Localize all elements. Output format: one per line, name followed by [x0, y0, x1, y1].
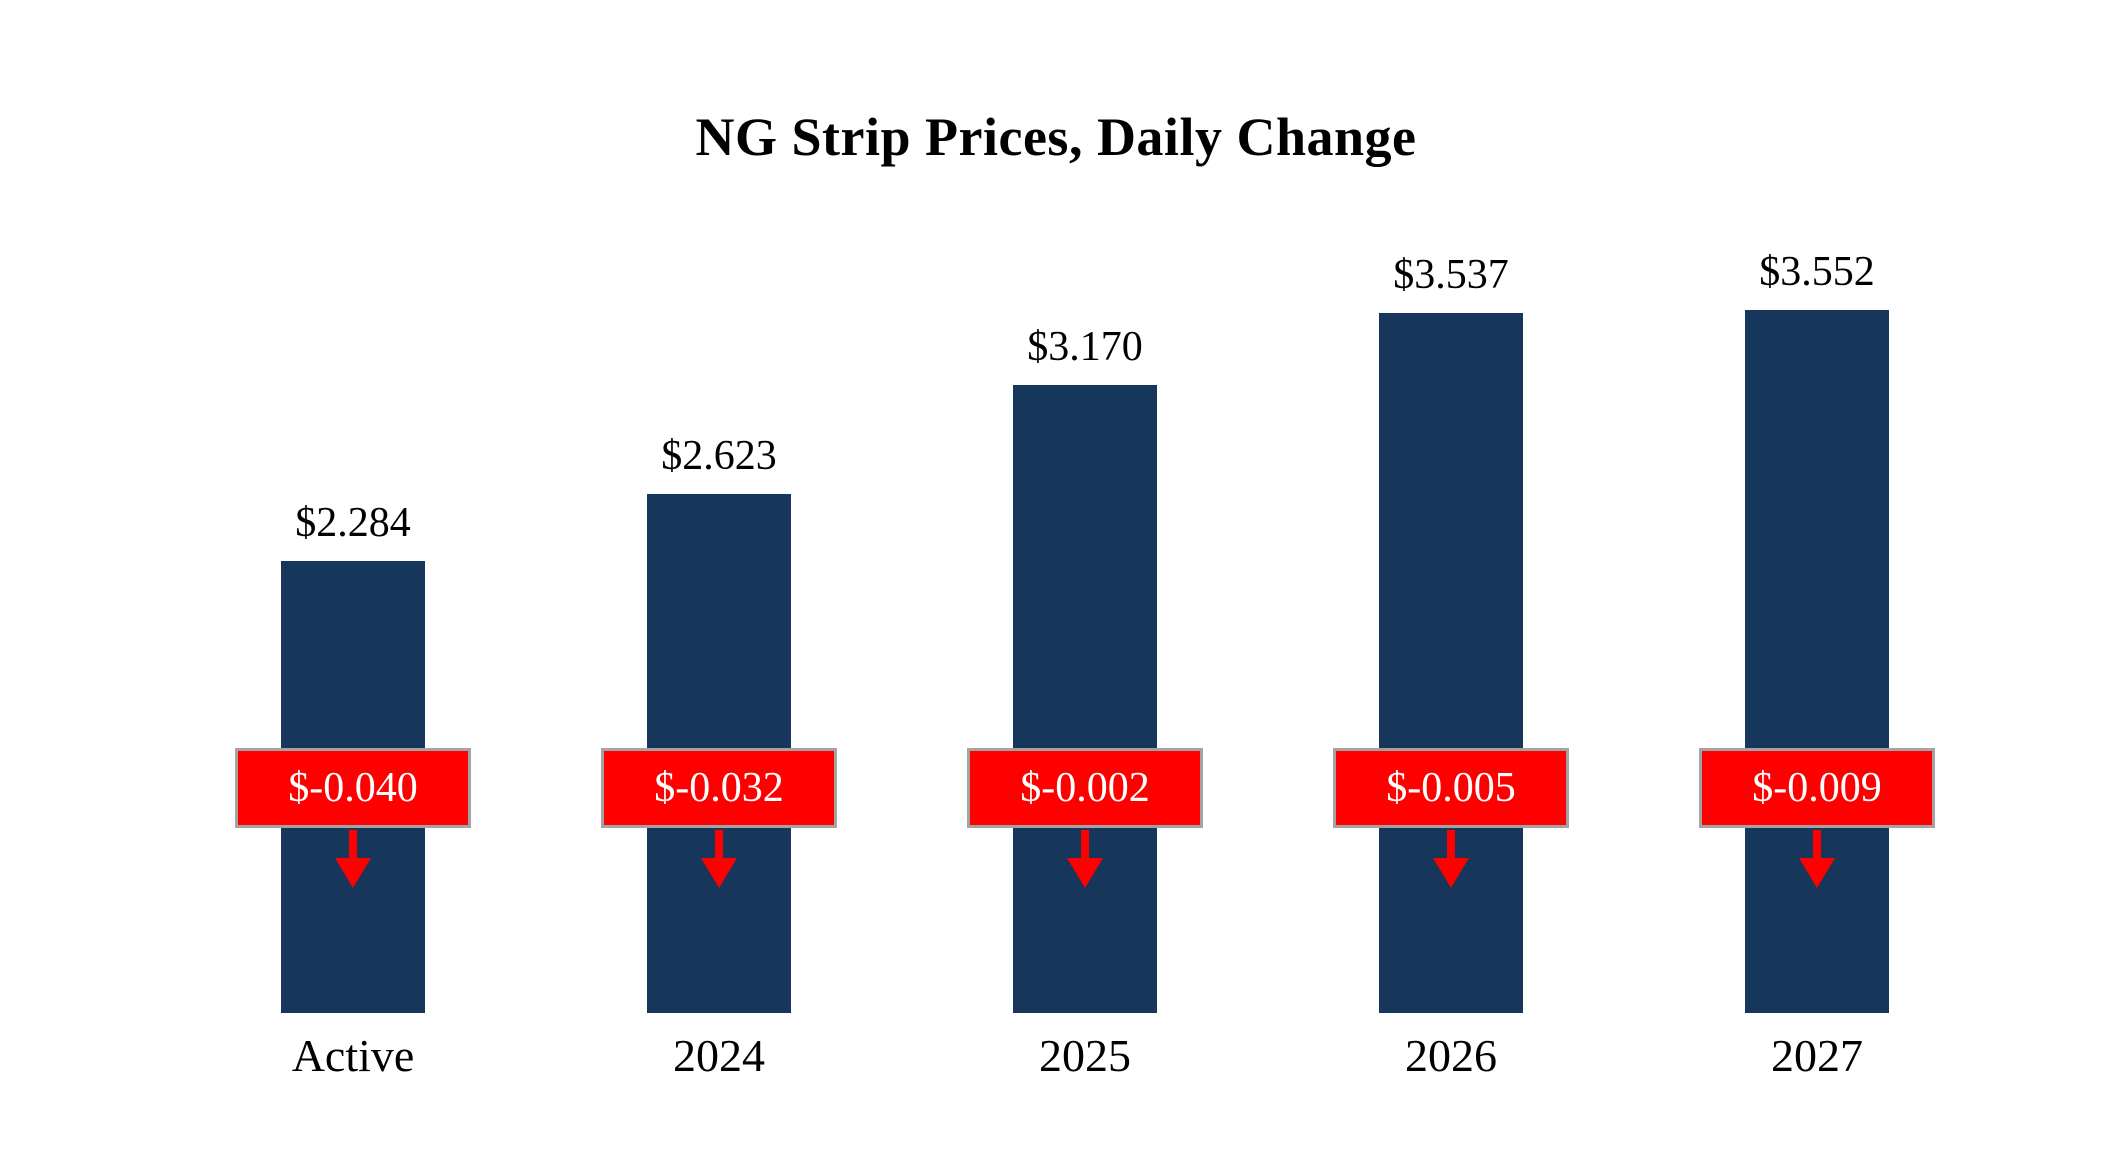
down-arrow-icon — [1063, 830, 1107, 888]
down-arrow-icon — [1795, 830, 1839, 888]
bar — [1379, 313, 1523, 1013]
category-label: Active — [291, 1030, 415, 1081]
bar-value-label: $3.170 — [1027, 324, 1143, 370]
change-annotation: $-0.005 — [1333, 748, 1569, 888]
down-arrow-icon — [1429, 830, 1473, 888]
change-badge: $-0.002 — [967, 748, 1203, 828]
change-badge: $-0.040 — [235, 748, 471, 828]
bar-value-label: $3.537 — [1393, 252, 1509, 298]
plot-area: $2.284 Active $-0.040 $2.623 2024 $-0.032 $3.1… — [170, 240, 2000, 1081]
down-arrow-icon — [697, 830, 741, 888]
bar-column: $2.623 2024 $-0.032 — [536, 240, 902, 1081]
change-annotation: $-0.002 — [967, 748, 1203, 888]
category-label: 2024 — [673, 1030, 765, 1081]
bar-column: $3.170 2025 $-0.002 — [902, 240, 1268, 1081]
category-label: 2025 — [1039, 1030, 1131, 1081]
bar — [1013, 385, 1157, 1013]
bar-value-label: $2.623 — [661, 433, 777, 479]
change-annotation: $-0.032 — [601, 748, 837, 888]
change-annotation: $-0.009 — [1699, 748, 1935, 888]
change-badge: $-0.005 — [1333, 748, 1569, 828]
bar-column: $3.537 2026 $-0.005 — [1268, 240, 1634, 1081]
category-label: 2026 — [1405, 1030, 1497, 1081]
bar-column: $3.552 2027 $-0.009 — [1634, 240, 2000, 1081]
category-label: 2027 — [1771, 1030, 1863, 1081]
bar-value-label: $2.284 — [295, 500, 411, 546]
chart-title: NG Strip Prices, Daily Change — [695, 107, 1417, 167]
change-annotation: $-0.040 — [235, 748, 471, 888]
bar — [1745, 310, 1889, 1013]
bar-column: $2.284 Active $-0.040 — [170, 240, 536, 1081]
bar-value-label: $3.552 — [1759, 249, 1875, 295]
change-badge: $-0.032 — [601, 748, 837, 828]
down-arrow-icon — [331, 830, 375, 888]
change-badge: $-0.009 — [1699, 748, 1935, 828]
